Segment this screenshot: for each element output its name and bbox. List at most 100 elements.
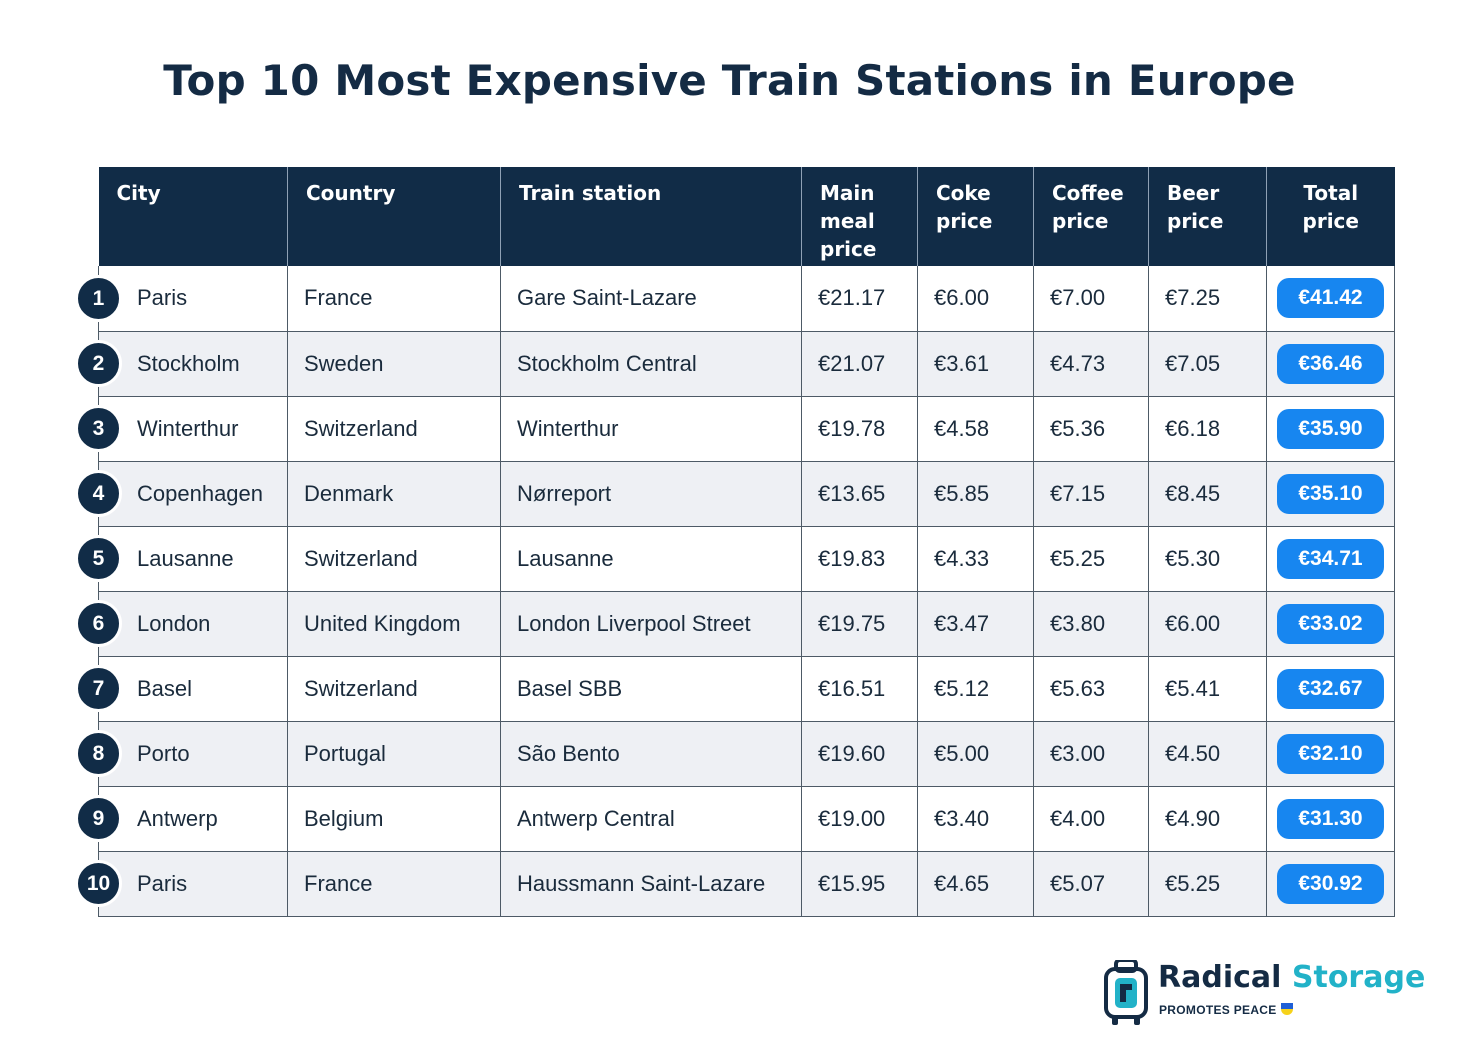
cell-country: Portugal bbox=[287, 721, 501, 787]
cell-city: Winterthur bbox=[98, 396, 288, 462]
cell-city: Paris bbox=[98, 851, 288, 917]
cell-coke-price: €3.47 bbox=[917, 591, 1034, 657]
cell-country: France bbox=[287, 266, 501, 332]
cell-beer-price: €5.30 bbox=[1148, 526, 1267, 592]
rank-badge: 3 bbox=[75, 405, 122, 452]
cell-city: Basel bbox=[98, 656, 288, 722]
total-price-badge: €35.90 bbox=[1277, 408, 1384, 449]
cell-coke-price: €5.85 bbox=[917, 461, 1034, 527]
cell-train-station: Haussmann Saint-Lazare bbox=[500, 851, 802, 917]
total-price-badge: €36.46 bbox=[1277, 343, 1384, 384]
table-row: Paris France Gare Saint-Lazare €21.17 €6.00 €… bbox=[98, 266, 1395, 332]
radical-storage-logo: Radical Storage PROMOTES PEACE bbox=[1104, 958, 1425, 1028]
cell-main-meal-price: €19.75 bbox=[801, 591, 918, 657]
cell-train-station: Stockholm Central bbox=[500, 331, 802, 397]
cell-coffee-price: €4.00 bbox=[1033, 786, 1149, 852]
total-price-badge: €35.10 bbox=[1277, 473, 1384, 514]
cell-total-price: €35.90 bbox=[1266, 396, 1395, 462]
table-row: Lausanne Switzerland Lausanne €19.83 €4.33 €5… bbox=[98, 526, 1395, 592]
total-price-badge: €34.71 bbox=[1277, 538, 1384, 579]
cell-coffee-price: €5.36 bbox=[1033, 396, 1149, 462]
cell-main-meal-price: €19.78 bbox=[801, 396, 918, 462]
suitcase-icon bbox=[1104, 960, 1148, 1025]
page-title: Top 10 Most Expensive Train Stations in … bbox=[163, 56, 1296, 105]
cell-main-meal-price: €16.51 bbox=[801, 656, 918, 722]
rank-badge: 10 bbox=[75, 860, 122, 907]
cell-country: Belgium bbox=[287, 786, 501, 852]
cell-country: Sweden bbox=[287, 331, 501, 397]
cell-coffee-price: €7.15 bbox=[1033, 461, 1149, 527]
cell-country: United Kingdom bbox=[287, 591, 501, 657]
cell-coffee-price: €4.73 bbox=[1033, 331, 1149, 397]
brand-name: Radical Storage bbox=[1158, 960, 1425, 995]
cell-country: Denmark bbox=[287, 461, 501, 527]
cell-city: Lausanne bbox=[98, 526, 288, 592]
cell-coke-price: €3.61 bbox=[917, 331, 1034, 397]
cell-coke-price: €4.65 bbox=[917, 851, 1034, 917]
cell-beer-price: €5.41 bbox=[1148, 656, 1267, 722]
table-row: Porto Portugal São Bento €19.60 €5.00 €3.00 €4… bbox=[98, 721, 1395, 787]
cell-beer-price: €8.45 bbox=[1148, 461, 1267, 527]
column-header-main-meal-price: Main meal price bbox=[801, 167, 918, 266]
table-body: Paris France Gare Saint-Lazare €21.17 €6.00 €… bbox=[98, 266, 1395, 917]
cell-total-price: €31.30 bbox=[1266, 786, 1395, 852]
cell-total-price: €32.10 bbox=[1266, 721, 1395, 787]
table-header-row: City Country Train station Main meal pri… bbox=[98, 167, 1395, 266]
table-row: London United Kingdom London Liverpool Str… bbox=[98, 591, 1395, 657]
cell-beer-price: €5.25 bbox=[1148, 851, 1267, 917]
total-price-badge: €32.10 bbox=[1277, 733, 1384, 774]
ukraine-heart-icon bbox=[1280, 1003, 1293, 1015]
cell-city: Paris bbox=[98, 266, 288, 332]
cell-coke-price: €4.58 bbox=[917, 396, 1034, 462]
cell-total-price: €36.46 bbox=[1266, 331, 1395, 397]
cell-country: France bbox=[287, 851, 501, 917]
cell-city: Antwerp bbox=[98, 786, 288, 852]
tagline-text: PROMOTES PEACE bbox=[1159, 1003, 1277, 1017]
rank-badge: 8 bbox=[75, 730, 122, 777]
cell-country: Switzerland bbox=[287, 526, 501, 592]
brand-tagline: PROMOTES PEACE bbox=[1159, 1003, 1293, 1017]
column-header-coke-price: Coke price bbox=[917, 167, 1034, 266]
cell-beer-price: €7.05 bbox=[1148, 331, 1267, 397]
cell-coke-price: €5.12 bbox=[917, 656, 1034, 722]
rank-badge: 4 bbox=[75, 470, 122, 517]
cell-main-meal-price: €19.83 bbox=[801, 526, 918, 592]
column-header-coffee-price: Coffee price bbox=[1033, 167, 1149, 266]
column-header-country: Country bbox=[287, 167, 501, 266]
cell-city: Stockholm bbox=[98, 331, 288, 397]
rank-badge: 9 bbox=[75, 795, 122, 842]
cell-total-price: €32.67 bbox=[1266, 656, 1395, 722]
total-price-badge: €33.02 bbox=[1277, 603, 1384, 644]
cell-total-price: €34.71 bbox=[1266, 526, 1395, 592]
cell-main-meal-price: €21.17 bbox=[801, 266, 918, 332]
total-price-badge: €30.92 bbox=[1277, 863, 1384, 904]
cell-train-station: London Liverpool Street bbox=[500, 591, 802, 657]
cell-total-price: €35.10 bbox=[1266, 461, 1395, 527]
column-header-train-station: Train station bbox=[500, 167, 802, 266]
cell-train-station: Nørreport bbox=[500, 461, 802, 527]
table-row: Antwerp Belgium Antwerp Central €19.00 €3.40… bbox=[98, 786, 1395, 852]
cell-coffee-price: €5.25 bbox=[1033, 526, 1149, 592]
total-price-badge: €41.42 bbox=[1277, 278, 1384, 319]
cell-train-station: Gare Saint-Lazare bbox=[500, 266, 802, 332]
cell-total-price: €30.92 bbox=[1266, 851, 1395, 917]
rank-badge: 2 bbox=[75, 340, 122, 387]
cell-country: Switzerland bbox=[287, 656, 501, 722]
cell-beer-price: €6.00 bbox=[1148, 591, 1267, 657]
cell-coke-price: €4.33 bbox=[917, 526, 1034, 592]
cell-train-station: Winterthur bbox=[500, 396, 802, 462]
table-row: Copenhagen Denmark Nørreport €13.65 €5.85 €7.… bbox=[98, 461, 1395, 527]
cell-coke-price: €3.40 bbox=[917, 786, 1034, 852]
cell-city: Copenhagen bbox=[98, 461, 288, 527]
cell-train-station: Basel SBB bbox=[500, 656, 802, 722]
column-header-total-price: Total price bbox=[1266, 167, 1395, 266]
rank-badge: 6 bbox=[75, 600, 122, 647]
column-header-city: City bbox=[98, 167, 288, 266]
brand-name-part1: Radical bbox=[1158, 960, 1282, 995]
brand-name-part2: Storage bbox=[1291, 960, 1426, 995]
total-price-badge: €32.67 bbox=[1277, 668, 1384, 709]
cell-coffee-price: €5.07 bbox=[1033, 851, 1149, 917]
rank-badge: 1 bbox=[75, 275, 122, 322]
cell-coffee-price: €5.63 bbox=[1033, 656, 1149, 722]
cell-train-station: São Bento bbox=[500, 721, 802, 787]
